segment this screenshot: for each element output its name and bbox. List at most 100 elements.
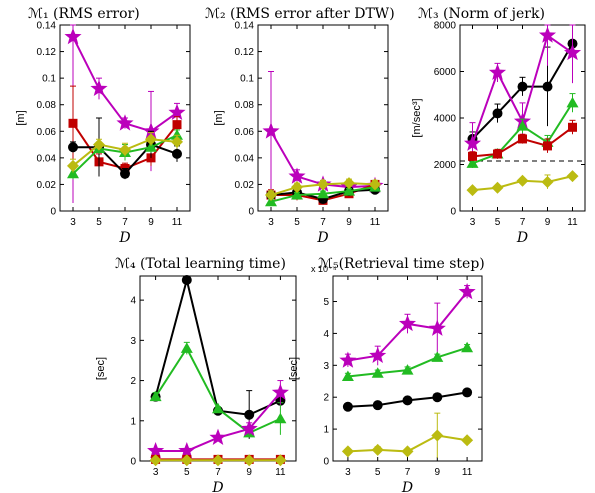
series-green [149, 341, 287, 438]
x-tick-label: 3 [470, 217, 476, 228]
x-axis-label: D [118, 230, 130, 246]
x-tick-label: 11 [462, 467, 473, 478]
x-axis-label: D [211, 480, 223, 493]
chart-title: ℳ₂ (RMS error after DTW) [205, 6, 395, 22]
x-tick-label: 3 [70, 217, 76, 228]
y-axis-multiplier: x 10⁻⁴ [311, 264, 337, 274]
x-tick-label: 9 [346, 217, 352, 228]
data-point-star [209, 428, 227, 445]
data-point-triangle [274, 412, 287, 424]
data-point-circle [120, 168, 130, 179]
data-point-star [147, 441, 165, 459]
y-tick-label: 1 [130, 416, 136, 427]
x-axis-label: D [401, 480, 413, 493]
series-yellow [341, 412, 474, 458]
data-point-square [493, 149, 502, 159]
data-point-star [116, 114, 134, 131]
data-point-star [398, 314, 417, 332]
y-tick-label: 5 [323, 297, 329, 308]
data-point-star [428, 319, 446, 336]
y-axis-label: [m/sec³] [411, 98, 423, 137]
data-point-triangle [466, 157, 479, 168]
y-axis-label: [m] [15, 110, 27, 125]
x-tick-label: 3 [268, 217, 274, 228]
data-point-diamond [171, 135, 183, 148]
x-tick-label: 7 [520, 217, 526, 228]
data-point-triangle [401, 364, 414, 375]
x-tick-label: 11 [275, 467, 286, 478]
data-point-star [178, 441, 196, 459]
data-point-square [518, 134, 527, 144]
data-point-square [568, 122, 577, 132]
data-point-diamond [541, 175, 554, 188]
series-yellow [466, 170, 579, 197]
data-point-circle [402, 395, 413, 406]
data-point-circle [342, 401, 353, 412]
series-red [468, 119, 577, 162]
data-point-diamond [461, 434, 474, 447]
data-point-star [168, 103, 186, 120]
data-point-star [262, 122, 280, 139]
y-tick-label: 0.06 [235, 127, 255, 138]
series-green [341, 341, 474, 381]
x-tick-label: 7 [122, 217, 128, 228]
x-tick-label: 7 [405, 467, 411, 478]
data-point-triangle [371, 367, 384, 378]
y-tick-label: 1 [323, 425, 329, 436]
series-yellow [67, 132, 183, 173]
data-point-triangle [516, 120, 529, 131]
data-point-circle [372, 400, 383, 411]
y-tick-label: 0.04 [235, 153, 255, 164]
data-point-triangle [212, 402, 224, 414]
x-tick-label: 9 [148, 217, 154, 228]
data-point-triangle [431, 351, 444, 362]
chart-panel-1: ℳ₁ (RMS error) 0 0.02 0.04 0.06 0.08 0.1 0.12 0.… [15, 6, 191, 246]
chart-panel-3: ℳ₃ (Norm of jerk) 0 2000 4000 6000 8000 3 5 7 9 11… [411, 6, 586, 246]
data-point-star [463, 134, 482, 151]
data-point-diamond [291, 181, 303, 194]
data-point-diamond [67, 159, 79, 172]
y-tick-label: 0.12 [235, 47, 255, 58]
y-tick-label: 3 [323, 361, 329, 372]
data-point-triangle [180, 342, 193, 353]
data-point-star [90, 79, 108, 97]
data-point-triangle [566, 96, 579, 108]
x-tick-label: 5 [184, 467, 190, 478]
y-axis-label: [sec] [288, 357, 300, 380]
y-tick-label: 0.1 [240, 74, 254, 85]
series-yellow [265, 177, 381, 202]
data-point-square [172, 120, 182, 130]
data-point-circle [244, 409, 255, 420]
x-tick-label: 9 [246, 467, 252, 478]
data-point-diamond [516, 174, 529, 187]
y-tick-label: 0.06 [37, 127, 57, 138]
x-tick-label: 9 [545, 217, 551, 228]
chart-title: ℳ₁ (RMS error) [28, 6, 140, 22]
data-point-star [538, 26, 557, 43]
series-magenta [147, 380, 289, 459]
y-tick-label: 0.14 [235, 21, 255, 32]
y-tick-label: 0.08 [37, 100, 57, 111]
series-line [155, 391, 282, 452]
data-point-diamond [149, 454, 162, 467]
data-point-triangle [341, 370, 354, 381]
x-tick-label: 5 [495, 217, 501, 228]
y-tick-label: 0 [50, 207, 56, 218]
x-tick-label: 11 [370, 217, 381, 228]
data-point-triangle [149, 390, 162, 402]
y-tick-label: 2 [323, 393, 329, 404]
y-tick-label: 0.12 [37, 47, 57, 58]
data-point-diamond [317, 178, 329, 191]
series-black [342, 387, 473, 412]
data-point-square [543, 141, 552, 151]
data-point-circle [492, 108, 503, 119]
data-point-triangle [343, 185, 355, 196]
x-tick-label: 3 [153, 467, 159, 478]
y-tick-label: 0 [450, 207, 456, 218]
data-point-star [339, 351, 357, 368]
data-point-diamond [265, 189, 277, 202]
x-tick-label: 11 [567, 217, 578, 228]
data-point-circle [432, 392, 443, 403]
data-point-triangle [171, 129, 183, 140]
